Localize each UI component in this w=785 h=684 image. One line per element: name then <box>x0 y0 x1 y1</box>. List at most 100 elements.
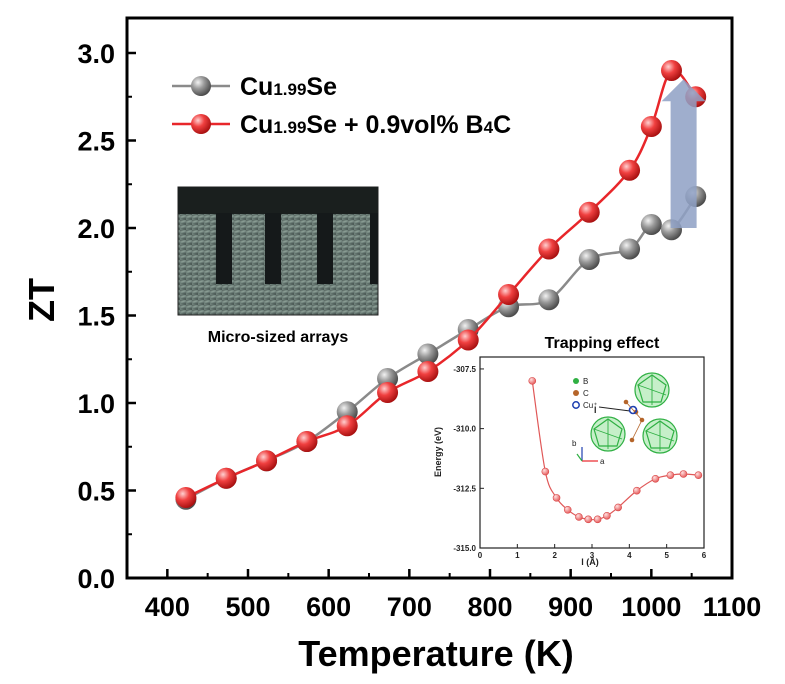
x-tick-label: 1000 <box>621 592 681 622</box>
inset-x-axis-title: l (Å) <box>581 557 599 567</box>
inset-data-point <box>666 471 675 479</box>
inset-legend-label-cu: Cu⁺ <box>583 401 597 410</box>
photo-slot <box>317 213 333 284</box>
photo-inset: Micro-sized arrays <box>177 186 379 346</box>
legend-marker-b4c <box>191 114 211 134</box>
photo-top-band <box>178 187 378 214</box>
data-point-b4c <box>296 431 318 452</box>
data-point-b4c <box>538 238 560 260</box>
inset-data-point <box>614 503 622 512</box>
photo-slot <box>370 213 378 284</box>
data-point-b4c <box>215 467 237 489</box>
inset-x-tick-label: 3 <box>590 551 595 560</box>
data-point-b4c <box>336 415 358 437</box>
inset-x-tick-label: 2 <box>552 551 557 560</box>
data-point-b4c <box>498 284 520 305</box>
arrow-shape <box>661 79 706 228</box>
y-tick-label: 0.0 <box>77 564 115 594</box>
x-tick-label: 600 <box>306 592 351 622</box>
series-layer <box>175 60 707 510</box>
data-point-b4c <box>619 159 641 181</box>
data-point-cu199se <box>417 343 439 365</box>
inset-x-tick-label: 4 <box>627 551 632 560</box>
x-axis-title: Temperature (K) <box>298 633 573 674</box>
legend-marker-cu199se <box>191 76 211 96</box>
inset-data-point <box>593 515 602 524</box>
data-point-cu199se <box>538 289 560 311</box>
improvement-arrow <box>661 79 706 228</box>
energy-inset: Trapping effect 0 1 2 3 4 5 6 -307.5 -310.0 -312.… <box>433 335 707 567</box>
c-atoms <box>623 399 645 443</box>
y-tick-labels: 0.0 0.5 1.0 1.5 2.0 2.5 3.0 <box>77 39 115 594</box>
photo-slot <box>216 213 232 284</box>
inset-legend-marker-c <box>573 390 579 396</box>
data-point-b4c <box>377 382 399 403</box>
data-point-b4c <box>661 60 682 81</box>
legend: Cu1.99Se Cu1.99Se + 0.9vol% B4C <box>172 73 511 139</box>
data-point-b4c <box>640 116 662 137</box>
inset-x-tick-label: 1 <box>515 551 520 560</box>
b-cluster <box>642 418 678 454</box>
inset-x-tick-label: 5 <box>664 551 669 560</box>
axis-ticks <box>127 51 734 580</box>
inset-x-tick-label: 0 <box>478 551 483 560</box>
inset-legend-marker-cu <box>572 401 580 409</box>
inset-data-point <box>651 474 660 483</box>
y-axis-title: ZT <box>21 278 62 322</box>
inset-axes: 0 1 2 3 4 5 6 -307.5 -310.0 -312.5 -315.0 <box>453 365 706 560</box>
inset-x-tick-label: 6 <box>702 551 707 560</box>
x-tick-label: 900 <box>548 592 593 622</box>
y-tick-label: 1.5 <box>77 302 115 332</box>
inset-data-point <box>528 377 537 385</box>
distance-label: l <box>594 405 597 415</box>
b-cluster <box>590 416 626 452</box>
plot-frame <box>125 16 734 580</box>
x-tick-label: 800 <box>467 592 512 622</box>
data-point-b4c <box>578 201 600 223</box>
data-point-cu199se <box>578 249 600 270</box>
inset-y-tick-label: -307.5 <box>453 365 476 374</box>
x-tick-labels: 400 500 600 700 800 900 1000 1100 <box>145 592 761 622</box>
legend-label-b4c: Cu1.99Se + 0.9vol% B4C <box>240 111 511 139</box>
inset-data-point <box>563 505 572 514</box>
photo-slot <box>265 213 281 284</box>
inset-legend-marker-b <box>573 378 579 384</box>
x-tick-label: 1100 <box>703 592 762 622</box>
b-cluster <box>634 372 670 408</box>
x-tick-label: 400 <box>145 592 190 622</box>
distance-line <box>598 406 631 412</box>
inset-series <box>528 377 703 524</box>
cu-ion <box>628 405 638 415</box>
y-tick-label: 2.0 <box>77 214 115 244</box>
inset-data-point <box>541 467 550 476</box>
inset-title: Trapping effect <box>545 335 660 352</box>
inset-legend-label-c: C <box>583 389 589 398</box>
data-point-b4c <box>175 487 197 508</box>
legend-label-cu199se: Cu1.99Se <box>240 73 337 101</box>
y-tick-label: 0.5 <box>77 477 115 507</box>
lattice-axis-a: a <box>600 457 605 466</box>
inset-legend-label-b: B <box>583 377 588 386</box>
inset-data-point <box>575 513 583 521</box>
inset-y-tick-label: -315.0 <box>453 544 476 553</box>
data-point-b4c <box>256 450 278 472</box>
data-point-b4c <box>457 329 479 351</box>
inset-data-point <box>603 511 611 520</box>
inset-data-point <box>584 515 593 524</box>
inset-data-point <box>694 471 703 479</box>
inset-y-tick-label: -310.0 <box>453 425 476 434</box>
y-tick-label: 2.5 <box>77 127 115 157</box>
inset-data-point <box>632 486 641 495</box>
photo-caption: Micro-sized arrays <box>208 329 349 346</box>
inset-y-tick-label: -312.5 <box>453 484 476 493</box>
inset-data-point <box>679 470 688 478</box>
y-tick-label: 3.0 <box>77 39 115 69</box>
x-tick-label: 500 <box>225 592 270 622</box>
inset-legend: B C Cu⁺ <box>572 377 597 410</box>
inset-y-axis-title: Energy (eV) <box>433 427 443 477</box>
lattice-axis-b: b <box>572 439 577 448</box>
data-point-cu199se <box>619 238 641 260</box>
inset-data-point <box>552 494 561 502</box>
molecular-structure: l <box>590 372 678 454</box>
